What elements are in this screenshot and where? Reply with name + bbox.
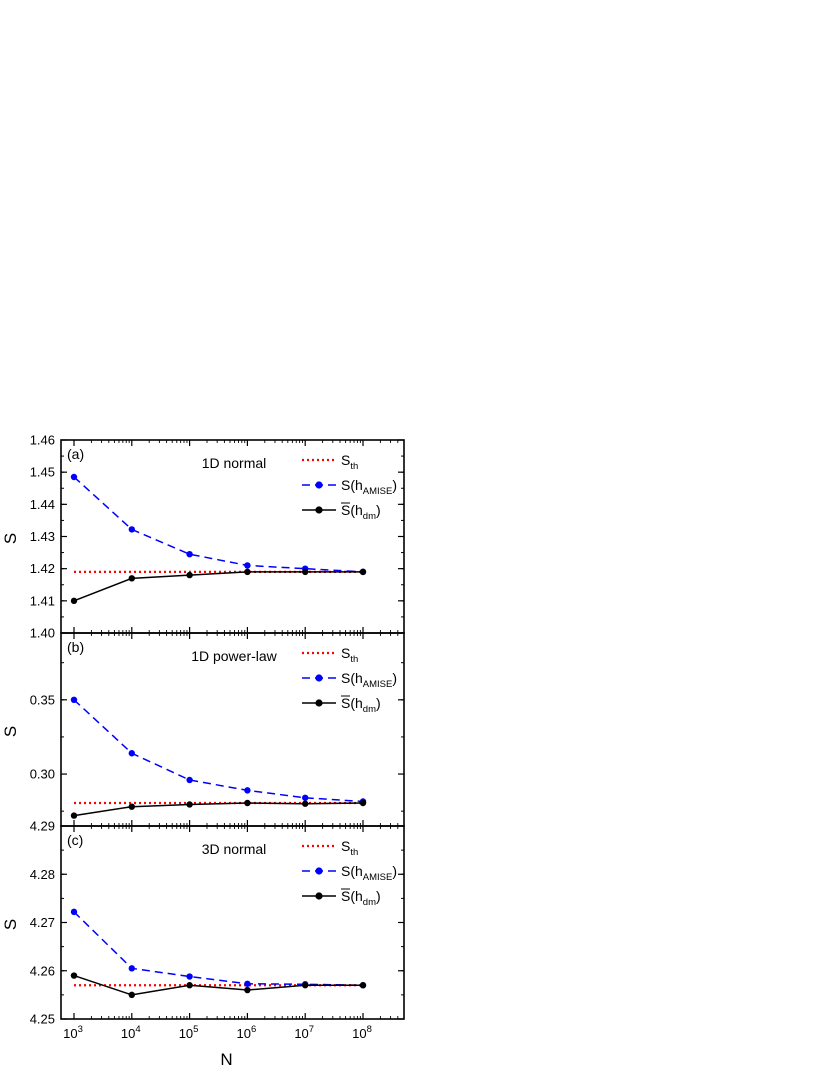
legend-entry: S(hAMISE) — [341, 863, 397, 883]
panel-label: (c) — [67, 832, 83, 848]
y-axis-label: S — [1, 533, 20, 544]
panel-annotation: 1D normal — [202, 455, 267, 471]
data-point — [359, 799, 367, 807]
x-axis-label: N — [220, 1050, 232, 1069]
data-point — [128, 803, 135, 810]
legend-entry: S(hdm) — [341, 502, 381, 522]
y-tick-label: 4.26 — [30, 963, 55, 978]
y-tick-label: 1.43 — [30, 529, 55, 544]
data-point — [128, 526, 135, 533]
y-tick-label: 4.29 — [30, 819, 55, 834]
y-tick-label: 1.45 — [30, 465, 55, 480]
x-tick-label: 103 — [63, 1024, 83, 1041]
y-tick-label: 4.27 — [30, 915, 55, 930]
data-point — [359, 982, 367, 989]
panel-annotation: 1D power-law — [191, 648, 277, 664]
panel-1: 0.30 0.35 S (b) 1D power-law Sth S(hAMISE) S(hd… — [1, 632, 405, 827]
data-point — [128, 575, 135, 582]
y-tick-label: 1.40 — [30, 626, 55, 641]
y-tick-label: 1.42 — [30, 561, 55, 576]
legend-entry: S(hdm) — [341, 695, 381, 715]
legend-entry: Sth — [341, 452, 358, 472]
series-line-2 — [73, 571, 363, 602]
series-line-1 — [73, 699, 364, 803]
y-tick-label: 0.30 — [30, 767, 55, 782]
panel-annotation: 3D normal — [202, 841, 267, 857]
data-point — [186, 801, 193, 808]
data-point — [244, 799, 251, 807]
series-line-1 — [73, 911, 364, 986]
data-point — [359, 568, 367, 576]
data-point — [70, 812, 78, 819]
panel-label: (a) — [67, 446, 84, 462]
panel-0: 1.40 1.41 1.42 1.43 1.44 1.45 1.46 S (a) 1D norma… — [1, 433, 405, 641]
legend-entry: S(hAMISE) — [341, 477, 397, 497]
data-point — [302, 794, 309, 801]
data-point — [244, 787, 251, 794]
series-line-1 — [73, 476, 364, 573]
y-tick-label: 1.41 — [30, 593, 55, 608]
data-point — [128, 991, 135, 999]
legend-marker — [315, 674, 323, 682]
data-point — [70, 597, 78, 605]
legend-marker — [315, 506, 323, 514]
y-axis-label: S — [1, 919, 20, 930]
data-point — [128, 750, 135, 757]
panel-label: (b) — [67, 639, 84, 655]
data-point — [186, 973, 193, 980]
x-tick-label: 105 — [179, 1024, 199, 1041]
y-tick-label: 4.28 — [30, 867, 55, 882]
data-point — [186, 571, 193, 579]
data-point — [244, 986, 251, 994]
x-tick-label: 104 — [121, 1024, 141, 1041]
series-line-2 — [73, 802, 364, 817]
panel-2: 4.25 4.26 4.27 4.28 4.29 S (c) 3D normal Sth S(hA… — [1, 819, 405, 1069]
data-point — [128, 965, 135, 972]
legend-entry: Sth — [341, 838, 358, 858]
data-point — [186, 982, 193, 989]
legend-marker — [315, 867, 323, 875]
data-point — [70, 696, 78, 704]
y-tick-label: 1.44 — [30, 497, 55, 512]
data-point — [186, 550, 193, 558]
legend-entry: S(hdm) — [341, 888, 381, 908]
data-point — [244, 568, 251, 576]
legend-marker — [315, 699, 323, 707]
legend-entry: S(hAMISE) — [341, 670, 397, 690]
series-line-2 — [73, 974, 363, 996]
y-tick-label: 0.35 — [30, 692, 55, 707]
y-tick-label: 1.46 — [30, 433, 55, 448]
data-point — [244, 980, 251, 987]
data-point — [70, 908, 78, 916]
data-point — [70, 972, 78, 979]
data-point — [244, 562, 251, 569]
y-tick-label: 4.25 — [30, 1012, 55, 1027]
data-point — [302, 800, 309, 807]
y-axis-label: S — [1, 726, 20, 737]
data-point — [302, 568, 309, 576]
x-tick-label: 106 — [237, 1024, 257, 1041]
legend-marker — [315, 481, 323, 489]
data-point — [70, 473, 78, 481]
data-point — [302, 982, 309, 989]
x-tick-label: 108 — [352, 1024, 372, 1041]
x-tick-label: 107 — [294, 1024, 314, 1041]
legend-entry: Sth — [341, 645, 358, 665]
legend-marker — [315, 892, 323, 900]
data-point — [186, 776, 193, 784]
